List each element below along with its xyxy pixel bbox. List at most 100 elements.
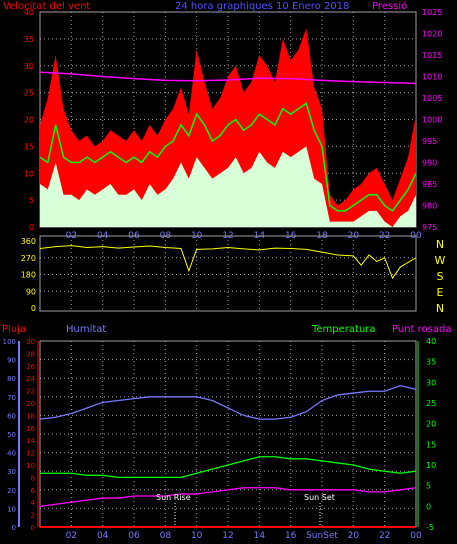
wind-tick-30: 30 (24, 62, 34, 71)
direction-tick-180: 180 (21, 271, 36, 280)
humidity-tick-0: 0 (12, 524, 16, 532)
mitja-area (40, 146, 416, 227)
temperature-line (40, 456, 417, 479)
x-tick-14: 14 (254, 531, 266, 541)
humidity-tick-100: 100 (3, 338, 16, 346)
temperature-tick-35: 35 (426, 358, 436, 367)
humidity-tick-20: 20 (7, 487, 16, 495)
rain-tick-6: 6 (31, 487, 36, 495)
humidity-ticks: 0 10 20 30 40 50 60 70 80 90 100 (3, 338, 20, 532)
sunrise-label: Sun Rise (156, 493, 191, 502)
wind-tick-40: 40 (24, 8, 34, 17)
pressure-tick-1025: 1025 (422, 8, 442, 17)
wind-left-ticks: 0 5 10 15 20 25 30 35 40 (24, 8, 34, 232)
pressure-tick-1005: 1005 (422, 94, 442, 103)
wind-tick-0: 0 (29, 223, 34, 232)
direction-tick-0: 0 (31, 304, 36, 313)
direction-grid-y (40, 257, 416, 292)
wind-tick-20: 20 (24, 116, 34, 125)
humidity-tick-60: 60 (7, 412, 16, 420)
humidity-tick-30: 30 (7, 468, 16, 476)
x-tick-SunSet: SunSet (306, 531, 338, 541)
x-tick-16: 16 (285, 531, 297, 541)
wind-axis-label: Velocitat del vent (3, 1, 90, 12)
humidity-x-ticks: 02 04 06 08 10 12 14 16 SunSet 20 22 00 (66, 531, 422, 541)
rain-tick-18: 18 (26, 412, 35, 420)
temperature-tick-40: 40 (426, 337, 436, 346)
wind-chart-title: 24 hora graphiques 10 Enero 2018 (175, 1, 349, 12)
rain-tick-20: 20 (26, 400, 35, 408)
dewpoint-line (39, 487, 417, 507)
x-tick-04: 04 (97, 531, 109, 541)
humidity-tick-10: 10 (7, 505, 16, 513)
rain-label: Pluja (2, 324, 26, 335)
pressure-tick-1020: 1020 (422, 30, 442, 39)
temperature-tick-30: 30 (426, 378, 436, 387)
direction-line (39, 245, 417, 280)
rain-tick-24: 24 (26, 375, 35, 383)
direction-tick-90: 90 (26, 287, 36, 296)
x-tick-08: 08 (160, 531, 172, 541)
direction-series (39, 245, 417, 280)
ratxa-area (40, 28, 416, 227)
pressure-tick-1015: 1015 (422, 51, 442, 60)
rain-tick-8: 8 (31, 474, 35, 482)
temperature-tick-5: 5 (426, 482, 431, 491)
compass-label-0: N (436, 238, 444, 251)
rain-tick-12: 12 (26, 450, 35, 458)
temperature-tick-0: 0 (426, 502, 431, 511)
rain-tick-0: 0 (31, 524, 35, 532)
wind-tick-10: 10 (24, 169, 34, 178)
rain-tick-14: 14 (26, 437, 35, 445)
humidity-tick-40: 40 (7, 450, 16, 458)
vent-line (39, 102, 417, 212)
direction-tick-360: 360 (21, 237, 36, 246)
temperature-tick--5: -5 (426, 523, 434, 532)
pressure-tick-990: 990 (422, 159, 437, 168)
direction-tick-270: 270 (21, 254, 36, 263)
temperature-ticks: -5 0 5 10 15 20 25 30 35 40 (417, 337, 436, 532)
compass-label-3: E (437, 286, 444, 299)
wind-panel: Velocitat del vent 24 hora graphiques 10… (3, 0, 442, 241)
humidity-series (39, 384, 417, 528)
rain-tick-30: 30 (26, 338, 35, 346)
compass-label-2: S (437, 270, 444, 283)
pressure-tick-1000: 1000 (422, 116, 442, 125)
pressure-tick-985: 985 (422, 180, 437, 189)
x-tick-20: 20 (348, 531, 360, 541)
rain-tick-28: 28 (26, 350, 35, 358)
rain-tick-2: 2 (31, 512, 35, 520)
temperature-label: Temperatura (311, 324, 376, 335)
pressure-tick-995: 995 (422, 137, 437, 146)
rain-tick-16: 16 (26, 425, 35, 433)
humidity-tick-80: 80 (7, 375, 16, 383)
pressure-line (39, 71, 417, 85)
pressure-tick-980: 980 (422, 202, 437, 211)
wind-tick-35: 35 (24, 35, 34, 44)
humidity-line (39, 384, 417, 420)
x-tick-06: 06 (128, 531, 140, 541)
temperature-tick-10: 10 (426, 461, 436, 470)
pressure-tick-975: 975 (422, 223, 437, 232)
rain-tick-10: 10 (26, 462, 35, 470)
x-tick-12: 12 (222, 531, 233, 541)
temperature-tick-15: 15 (426, 440, 436, 449)
temperature-tick-25: 25 (426, 399, 436, 408)
pressure-axis-label: Pressió (372, 0, 407, 12)
direction-left-ticks: 0 90 180 270 360 (21, 237, 36, 313)
sunset-label: Sun Set (304, 493, 335, 502)
humidity-tick-70: 70 (7, 394, 16, 402)
humidity-tick-90: 90 (7, 357, 16, 365)
pressure-right-ticks: 975 980 985 990 995 1000 1005 1010 1015 1020 1025 (422, 8, 442, 232)
wind-tick-25: 25 (24, 89, 34, 98)
rain-tick-22: 22 (26, 388, 35, 396)
rain-tick-4: 4 (31, 499, 36, 507)
compass-label-1: W (435, 254, 446, 267)
pressure-tick-1010: 1010 (422, 73, 442, 82)
wind-tick-5: 5 (29, 196, 34, 205)
humidity-temperature-panel: Pluja Humitat Temperatura Punt rosada 0 1… (2, 324, 451, 541)
x-tick-22: 22 (379, 531, 390, 541)
